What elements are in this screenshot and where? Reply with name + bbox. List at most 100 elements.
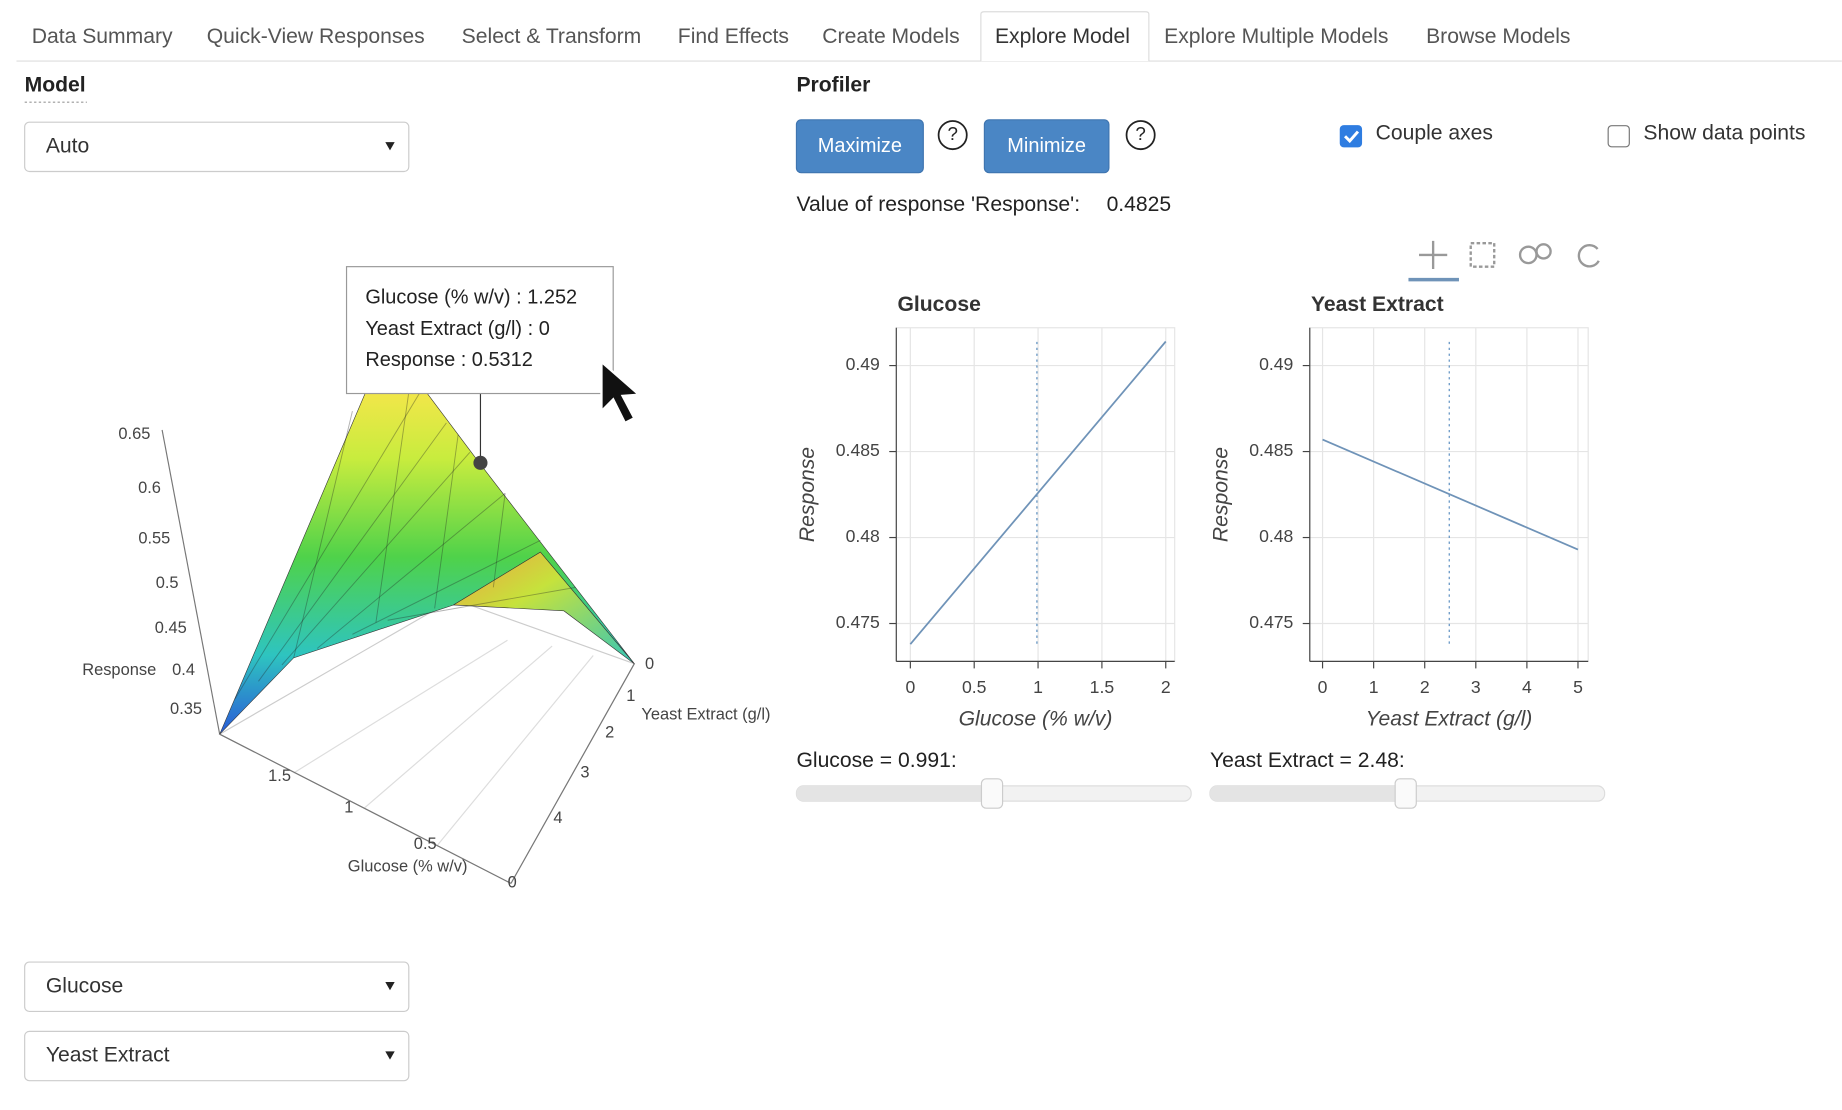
caret bbox=[385, 1051, 395, 1060]
line bbox=[909, 340, 1167, 645]
wheel-zoom-tool[interactable] bbox=[1535, 243, 1552, 260]
slider-fill bbox=[796, 785, 993, 802]
z-tick-label: 0.5 bbox=[156, 574, 179, 592]
surface-fold bbox=[452, 551, 635, 664]
reset-tool[interactable] bbox=[1577, 244, 1600, 268]
y-tick-label: 0.48 bbox=[1259, 526, 1293, 546]
y-tick-label: 0.475 bbox=[836, 612, 880, 632]
tab[interactable]: Browse Models bbox=[1426, 25, 1570, 48]
chart-title: Glucose bbox=[897, 293, 981, 316]
z-axis-label: Response bbox=[82, 661, 156, 679]
mouse-cursor bbox=[600, 359, 642, 425]
caret bbox=[385, 142, 395, 151]
checkbox[interactable] bbox=[1339, 125, 1363, 148]
y-tick-label: 0.475 bbox=[1249, 612, 1293, 632]
model-heading: Model bbox=[25, 73, 86, 96]
help-mark: ? bbox=[1135, 123, 1145, 144]
x-axis-label: Yeast Extract (g/l) bbox=[1366, 708, 1533, 731]
axis-line bbox=[219, 733, 512, 884]
tooltip-line: Glucose (% w/v) : 1.252 bbox=[365, 287, 577, 309]
slider-fill bbox=[1209, 785, 1406, 802]
y-axis-label: Response bbox=[796, 447, 819, 542]
select-box[interactable] bbox=[24, 1030, 410, 1082]
select-box[interactable] bbox=[24, 121, 410, 173]
x-axis-label: Glucose (% w/v) bbox=[348, 857, 468, 875]
x-tick-label: 5 bbox=[1573, 677, 1583, 697]
tooltip-line: Response : 0.5312 bbox=[365, 349, 533, 371]
x-tick-label: 0 bbox=[1318, 677, 1328, 697]
y-tick-label: 0.48 bbox=[846, 526, 880, 546]
x-tick-label: 3 bbox=[1471, 677, 1481, 697]
slider-thumb[interactable] bbox=[980, 778, 1004, 809]
y-tick-label: 2 bbox=[605, 723, 614, 741]
tab[interactable]: Explore Model bbox=[995, 25, 1130, 48]
z-tick-label: 0.6 bbox=[138, 479, 161, 497]
button-label[interactable]: Maximize bbox=[818, 135, 902, 157]
box-zoom-tool[interactable] bbox=[1469, 241, 1496, 268]
x-tick-label: 4 bbox=[1522, 677, 1532, 697]
check-mark bbox=[1343, 130, 1360, 144]
tab[interactable]: Create Models bbox=[822, 25, 959, 48]
z-tick-label: 0.35 bbox=[170, 700, 202, 718]
checkbox-label: Couple axes bbox=[1376, 121, 1493, 144]
tab[interactable]: Data Summary bbox=[32, 25, 173, 48]
line bbox=[1322, 438, 1579, 551]
axis-line bbox=[161, 429, 221, 735]
y-tick-label: 0 bbox=[645, 655, 654, 673]
caret bbox=[385, 982, 395, 991]
x-tick-label: 0 bbox=[508, 874, 517, 892]
select-box[interactable] bbox=[24, 961, 410, 1013]
factor-select[interactable]: Yeast Extract bbox=[24, 1030, 410, 1082]
help-icon[interactable] bbox=[937, 120, 968, 151]
x-tick-label: 0.5 bbox=[962, 677, 987, 697]
wheel-zoom-tool[interactable] bbox=[1518, 245, 1538, 265]
factor-select[interactable]: Glucose bbox=[24, 961, 410, 1013]
pan-tool[interactable] bbox=[1419, 240, 1448, 270]
x-tick-label: 2 bbox=[1161, 677, 1171, 697]
z-tick-label: 0.45 bbox=[155, 619, 187, 637]
axis-line bbox=[510, 663, 635, 884]
select-value: Auto bbox=[46, 134, 89, 157]
x-tick-label: 1 bbox=[1369, 677, 1379, 697]
tab[interactable]: Quick-View Responses bbox=[207, 25, 425, 48]
y-tick-label: 1 bbox=[626, 687, 635, 705]
y-tick-label: 0.485 bbox=[1249, 440, 1293, 460]
slider-thumb[interactable] bbox=[1394, 778, 1417, 809]
x-tick-label: 0.5 bbox=[414, 835, 437, 853]
x-tick-label: 1 bbox=[1033, 677, 1043, 697]
hover-point bbox=[473, 455, 488, 470]
tab[interactable]: Select & Transform bbox=[462, 25, 642, 48]
tooltip-line: Yeast Extract (g/l) : 0 bbox=[365, 318, 549, 340]
help-mark: ? bbox=[947, 123, 957, 144]
x-tick-label: 1.5 bbox=[1090, 677, 1115, 697]
select-value: Yeast Extract bbox=[46, 1044, 170, 1067]
z-tick-label: 0.4 bbox=[172, 661, 195, 679]
surface bbox=[219, 340, 635, 735]
x-tick-label: 1 bbox=[344, 799, 353, 817]
x-axis-label: Glucose (% w/v) bbox=[959, 708, 1113, 731]
x-tick-label: 1.5 bbox=[268, 767, 291, 785]
tab[interactable]: Find Effects bbox=[678, 25, 789, 48]
model-select[interactable]: Auto bbox=[24, 121, 410, 173]
y-axis-label: Yeast Extract (g/l) bbox=[641, 706, 770, 724]
checkbox[interactable] bbox=[1607, 125, 1630, 148]
chart-title: Yeast Extract bbox=[1311, 293, 1444, 316]
y-tick-label: 0.49 bbox=[846, 354, 880, 374]
floor-grid bbox=[293, 639, 508, 774]
tab[interactable]: Explore Multiple Models bbox=[1164, 25, 1388, 48]
button-label[interactable]: Minimize bbox=[1007, 135, 1086, 157]
mesh bbox=[234, 375, 576, 700]
select-value: Glucose bbox=[46, 974, 124, 997]
active-tab-box bbox=[980, 11, 1150, 62]
button[interactable] bbox=[795, 119, 924, 174]
help-icon[interactable] bbox=[1125, 120, 1156, 151]
y-tick-label: 4 bbox=[553, 809, 562, 827]
button[interactable] bbox=[983, 119, 1110, 174]
floor-grid bbox=[436, 655, 594, 847]
floor-grid bbox=[363, 645, 553, 809]
profiler-heading: Profiler bbox=[796, 73, 870, 96]
tooltip bbox=[345, 266, 614, 395]
